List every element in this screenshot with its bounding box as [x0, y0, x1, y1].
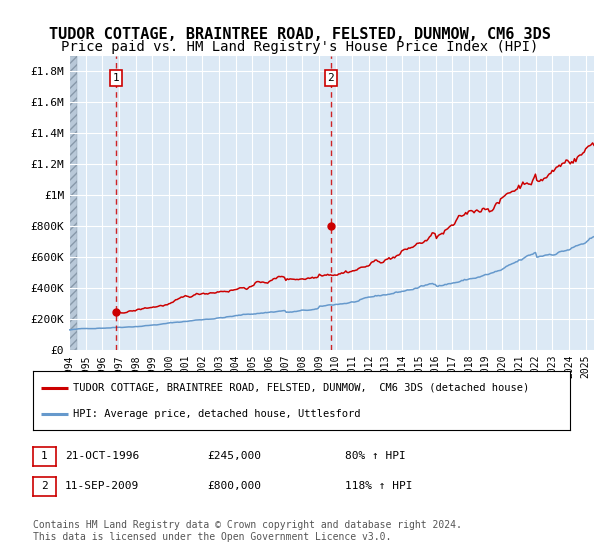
- Text: 1: 1: [41, 451, 48, 461]
- Text: 2: 2: [327, 73, 334, 83]
- Text: £245,000: £245,000: [207, 451, 261, 461]
- Text: TUDOR COTTAGE, BRAINTREE ROAD, FELSTED, DUNMOW, CM6 3DS: TUDOR COTTAGE, BRAINTREE ROAD, FELSTED, …: [49, 27, 551, 42]
- Text: Price paid vs. HM Land Registry's House Price Index (HPI): Price paid vs. HM Land Registry's House …: [61, 40, 539, 54]
- Text: HPI: Average price, detached house, Uttlesford: HPI: Average price, detached house, Uttl…: [73, 409, 361, 419]
- Text: 80% ↑ HPI: 80% ↑ HPI: [345, 451, 406, 461]
- Text: 118% ↑ HPI: 118% ↑ HPI: [345, 481, 413, 491]
- Text: £800,000: £800,000: [207, 481, 261, 491]
- Text: 2: 2: [41, 481, 48, 491]
- Text: Contains HM Land Registry data © Crown copyright and database right 2024.
This d: Contains HM Land Registry data © Crown c…: [33, 520, 462, 542]
- Text: 21-OCT-1996: 21-OCT-1996: [65, 451, 139, 461]
- Text: TUDOR COTTAGE, BRAINTREE ROAD, FELSTED, DUNMOW,  CM6 3DS (detached house): TUDOR COTTAGE, BRAINTREE ROAD, FELSTED, …: [73, 382, 530, 393]
- Text: 1: 1: [112, 73, 119, 83]
- Text: 11-SEP-2009: 11-SEP-2009: [65, 481, 139, 491]
